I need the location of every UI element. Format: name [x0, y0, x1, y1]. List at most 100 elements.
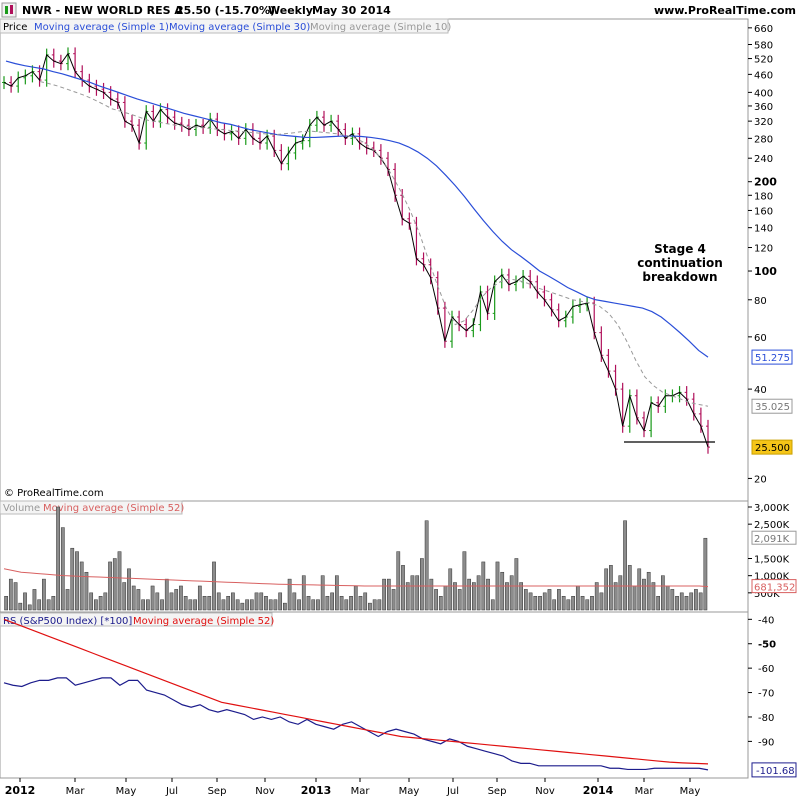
rs-tick-label: -40 [758, 615, 774, 626]
volume-bar [571, 596, 575, 611]
volume-bar [183, 596, 188, 611]
legend-volume-ma: Moving average (Simple 52) [43, 503, 184, 514]
volume-bar [150, 585, 155, 611]
volume-bar [27, 604, 32, 611]
volume-bar [486, 578, 490, 611]
volume-bar [538, 596, 542, 611]
volume-axis: 3,000K 2,500K 2,091K 1,500K 1,000K 500K681,35… [748, 503, 797, 600]
volume-bar [273, 599, 278, 611]
legend-price: Price [3, 22, 27, 33]
rs-tick-label: -50 [758, 640, 776, 651]
volume-bar [670, 589, 675, 611]
volume-bar [108, 561, 112, 611]
volume-bar [453, 582, 457, 611]
price-tick-label: 140 [754, 224, 773, 235]
volume-bar [103, 592, 108, 611]
volume-bar [552, 599, 557, 611]
volume-ma-line [3, 568, 709, 588]
price-tick-label: 120 [754, 244, 773, 255]
x-tick-label: Nov [535, 786, 555, 797]
volume-bar [420, 558, 424, 611]
annotation-line-3: breakdown [642, 270, 717, 284]
volume-tick-label: 2,500K [754, 520, 790, 531]
volume-bar [311, 599, 316, 611]
volume-bar [575, 585, 580, 611]
volume-bar [604, 568, 609, 611]
volume-bar [287, 578, 292, 611]
volume-bar [216, 592, 221, 611]
x-tick-label: Mar [351, 786, 371, 797]
price-tick-label: 180 [754, 191, 773, 202]
volume-bar [79, 561, 84, 611]
volume-bar [37, 599, 42, 611]
volume-bar [131, 585, 136, 611]
volume-bar [65, 589, 70, 611]
x-tick-label: Jul [165, 786, 178, 797]
price-tick-label: 460 [754, 70, 773, 81]
volume-bar [684, 596, 689, 611]
price-tick-label: 240 [754, 154, 773, 165]
volume-tick-label: 3,000K [754, 503, 790, 514]
volume-bar [197, 585, 202, 611]
chart-header: NWR - NEW WORLD RES A 25.50 (-15.70%) We… [1, 2, 796, 18]
sma30-last-label-box [751, 349, 793, 365]
volume-bar [23, 592, 27, 611]
time-axis: 2012 Mar May Jul Sep Nov 2013 Mar May Jul Sep Nov 20… [5, 778, 701, 797]
volume-bar [368, 602, 372, 611]
volume-bar [320, 575, 325, 611]
volume-bar [325, 596, 330, 611]
volume-bar [675, 596, 679, 611]
price-tick-label: 80 [754, 296, 767, 307]
legend-rs: RS (S&P500 Index) [*100] [3, 616, 132, 627]
annotation-line-2: continuation [637, 256, 723, 270]
x-tick-label: 2013 [301, 784, 332, 797]
volume-legend: Volume Moving average (Simple 52) [0, 500, 184, 515]
volume-bar [13, 582, 18, 611]
volume-bar [609, 565, 613, 611]
price-last-label: 25.500 [755, 443, 790, 454]
volume-bar [268, 599, 273, 611]
volume-bar [519, 582, 523, 611]
rs-last-box [751, 762, 797, 778]
watermark: © ProRealTime.com [4, 488, 104, 499]
volume-bar [689, 592, 694, 611]
volume-bar [127, 568, 131, 611]
x-tick-label: May [680, 786, 701, 797]
legend-sma1: Moving average (Simple 1) [34, 22, 169, 33]
volume-bar [117, 551, 122, 611]
volume-bar [599, 592, 604, 611]
volume-bar [334, 575, 339, 611]
sma10-last-label: 35.025 [755, 402, 790, 413]
volume-bar [637, 568, 642, 611]
volume-bar [613, 582, 618, 611]
volume-bar [405, 582, 410, 611]
volume-bar [245, 599, 249, 611]
volume-bar [56, 506, 60, 611]
rs-tick-label: -80 [758, 713, 774, 724]
volume-bar [415, 575, 420, 611]
rs-tick-label: -101.68 [756, 766, 795, 777]
volume-bar [112, 558, 117, 611]
price-series [2, 47, 710, 454]
price-tick-label: 40 [754, 385, 767, 396]
volume-bar [42, 578, 46, 611]
volume-bar [372, 599, 377, 611]
volume-last-box [751, 530, 797, 545]
volume-bar [363, 592, 368, 611]
volume-bar [259, 592, 264, 611]
volume-tick-label: 2,091K [754, 534, 790, 545]
rs-tick-label: -60 [758, 664, 774, 675]
volume-bar [339, 596, 344, 611]
volume-bar [528, 592, 533, 611]
volume-bar [386, 578, 391, 611]
volume-series [3, 506, 709, 611]
volume-bar [174, 589, 179, 611]
price-tick-label: 400 [754, 88, 773, 99]
volume-bar [698, 592, 703, 611]
rs-series [3, 618, 709, 771]
volume-bar [566, 599, 571, 611]
rs-tick-label: -70 [758, 689, 774, 700]
volume-bar [89, 592, 94, 611]
price-tick-label: 20 [754, 474, 767, 485]
volume-bar [509, 575, 514, 611]
